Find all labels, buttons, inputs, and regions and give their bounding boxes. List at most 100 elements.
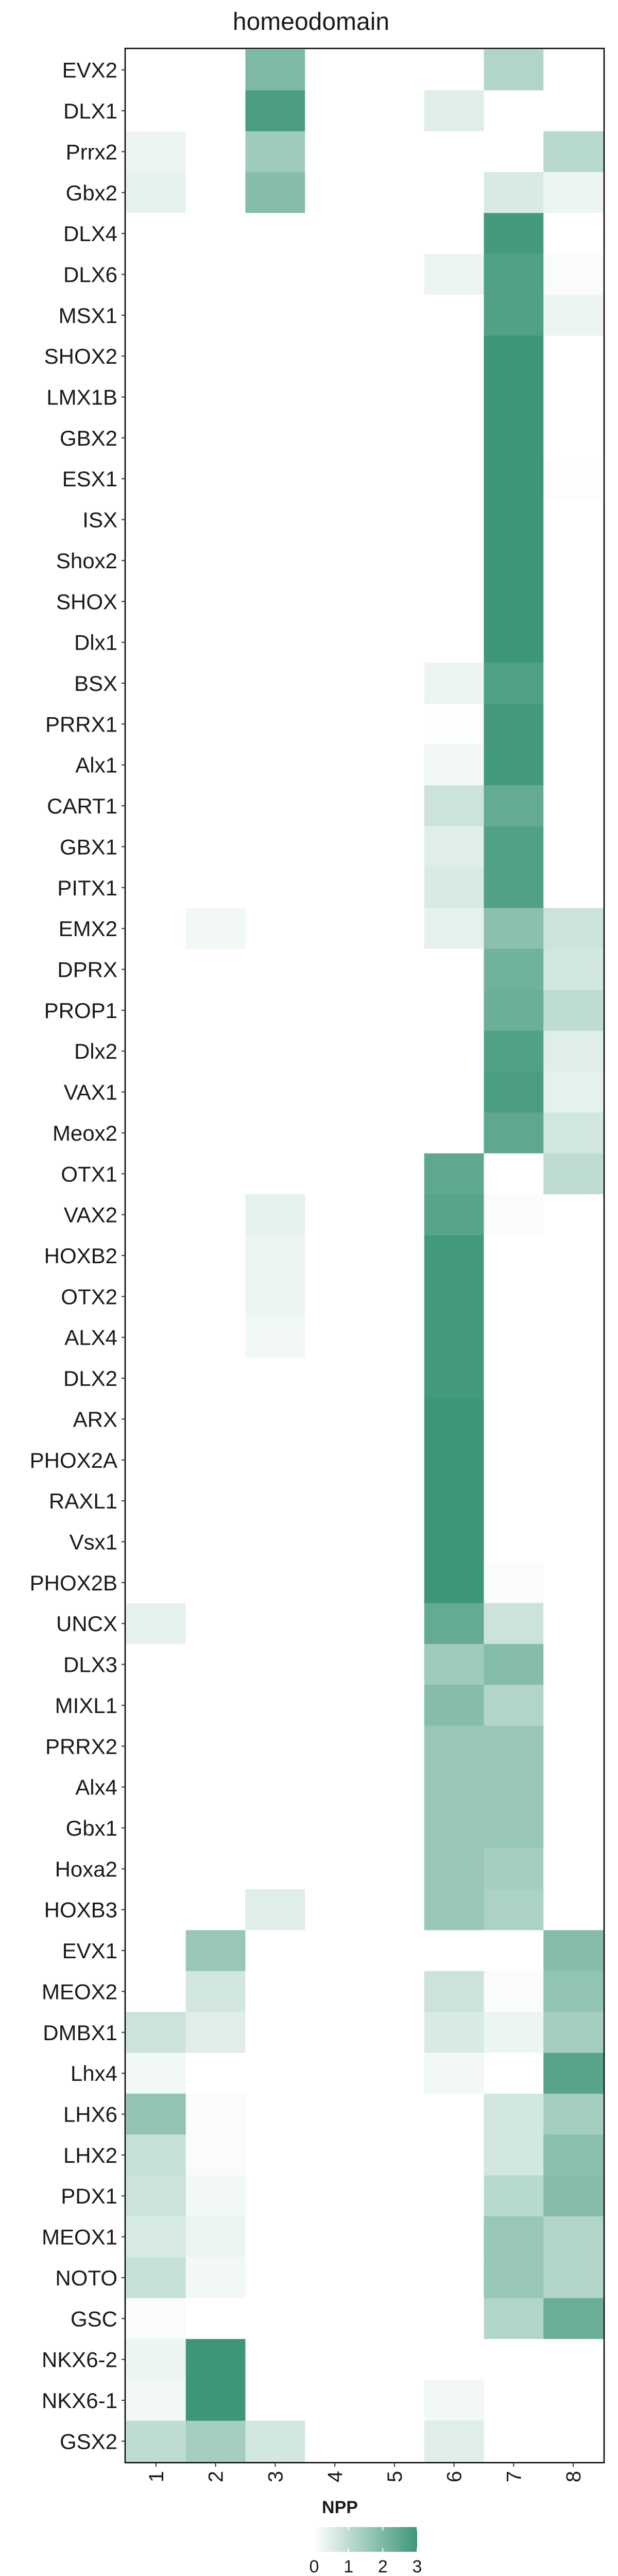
y-tick-label: Lhx4	[71, 2061, 117, 2086]
heatmap-cell	[424, 785, 485, 827]
heatmap-cell	[543, 1889, 604, 1930]
y-tick-label: DLX2	[63, 1366, 117, 1391]
heatmap-cell	[484, 1276, 544, 1317]
heatmap-cell	[126, 295, 186, 336]
heatmap-cell	[484, 2175, 544, 2217]
y-tick-label: MIXL1	[55, 1693, 117, 1718]
y-tick-label: DLX4	[63, 222, 117, 246]
heatmap-cell	[185, 213, 246, 255]
heatmap-cell	[305, 458, 365, 500]
heatmap-cell	[365, 1030, 425, 1072]
y-tick-label: MEOX1	[42, 2225, 117, 2249]
heatmap-cell	[245, 2175, 305, 2217]
heatmap-cell	[245, 1071, 305, 1113]
heatmap-cell	[543, 2216, 604, 2258]
heatmap-cell	[424, 417, 485, 459]
heatmap-cell	[245, 1276, 305, 1317]
y-tick-label: CART1	[47, 794, 117, 818]
y-tick-label: DLX1	[63, 99, 117, 123]
heatmap-cell	[424, 2257, 485, 2299]
heatmap-cell	[305, 744, 365, 786]
heatmap-cell	[484, 908, 544, 950]
heatmap-cell	[245, 2012, 305, 2054]
heatmap-cell	[305, 1194, 365, 1235]
heatmap-cell	[543, 2093, 604, 2135]
x-tick-label: 3	[264, 2471, 287, 2482]
heatmap-cell	[484, 1603, 544, 1645]
y-tick-label: NOTO	[55, 2266, 117, 2290]
heatmap-cell	[424, 908, 485, 950]
heatmap-cell	[543, 1398, 604, 1440]
heatmap-cell	[305, 1725, 365, 1767]
heatmap-cell	[185, 376, 246, 418]
heatmap-cell	[245, 1725, 305, 1767]
heatmap-cell	[365, 1971, 425, 2012]
heatmap-cell	[245, 2380, 305, 2421]
heatmap-cell	[126, 1235, 186, 1277]
heatmap-cell	[365, 1071, 425, 1113]
y-tick-label: LMX1B	[46, 385, 117, 410]
heatmap-cell	[424, 990, 485, 1031]
legend-tick-label: 0	[310, 2557, 319, 2576]
heatmap-cell	[126, 663, 186, 704]
heatmap-cell	[245, 1398, 305, 1440]
heatmap-cell	[484, 1153, 544, 1195]
heatmap-cell	[484, 1930, 544, 1972]
heatmap-cell	[424, 172, 485, 214]
y-tick-label: Gbx1	[66, 1816, 117, 1840]
heatmap-cell	[245, 1521, 305, 1563]
heatmap-cell	[305, 540, 365, 582]
heatmap-cell	[305, 253, 365, 295]
heatmap-cell	[185, 908, 246, 950]
heatmap-cell	[484, 621, 544, 663]
heatmap-cell	[543, 744, 604, 786]
heatmap-cell	[126, 703, 186, 745]
y-tick-label: Gbx2	[66, 181, 117, 205]
heatmap-cell	[245, 2093, 305, 2135]
heatmap-cell	[185, 1480, 246, 1522]
y-tick-label: VAX2	[64, 1203, 117, 1227]
heatmap-cell	[245, 1685, 305, 1726]
x-tick-label: 8	[562, 2471, 585, 2482]
legend-tick-label: 3	[413, 2557, 422, 2576]
heatmap-cell	[245, 703, 305, 745]
heatmap-cell	[305, 1848, 365, 1890]
x-tick-label: 1	[145, 2471, 168, 2482]
heatmap-cell	[305, 867, 365, 909]
heatmap-cell	[365, 948, 425, 990]
heatmap-cell	[543, 908, 604, 950]
heatmap-cell	[484, 1889, 544, 1930]
heatmap-cell	[245, 2257, 305, 2299]
y-tick-label: Prrx2	[66, 140, 117, 164]
heatmap-cell	[245, 458, 305, 500]
y-tick-label: PITX1	[57, 876, 117, 900]
heatmap-cell	[365, 785, 425, 827]
heatmap-cell	[424, 1317, 485, 1358]
heatmap-cell	[305, 2338, 365, 2380]
heatmap-cell	[245, 417, 305, 459]
heatmap-cell	[365, 1480, 425, 1522]
heatmap-cell	[245, 1235, 305, 1277]
heatmap-cell	[305, 908, 365, 950]
heatmap-cell	[543, 621, 604, 663]
heatmap-cell	[185, 1971, 246, 2012]
y-tick-label: PHOX2B	[30, 1571, 117, 1595]
y-tick-label: EVX1	[62, 1939, 117, 1963]
heatmap-cell	[245, 1643, 305, 1685]
heatmap-cell	[424, 1971, 485, 2012]
heatmap-cell	[543, 2134, 604, 2176]
heatmap-cell	[245, 1889, 305, 1930]
heatmap-cell	[484, 1562, 544, 1604]
heatmap-cell	[126, 90, 186, 132]
heatmap-cell	[424, 1276, 485, 1317]
heatmap-cell	[484, 2216, 544, 2258]
heatmap-cell	[126, 581, 186, 622]
heatmap-cell	[543, 213, 604, 255]
heatmap-cell	[484, 1194, 544, 1235]
y-tick-label: ARX	[73, 1407, 117, 1431]
heatmap-cell	[126, 2257, 186, 2299]
heatmap-cell	[365, 499, 425, 540]
heatmap-cell	[365, 990, 425, 1031]
heatmap-cell	[365, 1889, 425, 1930]
